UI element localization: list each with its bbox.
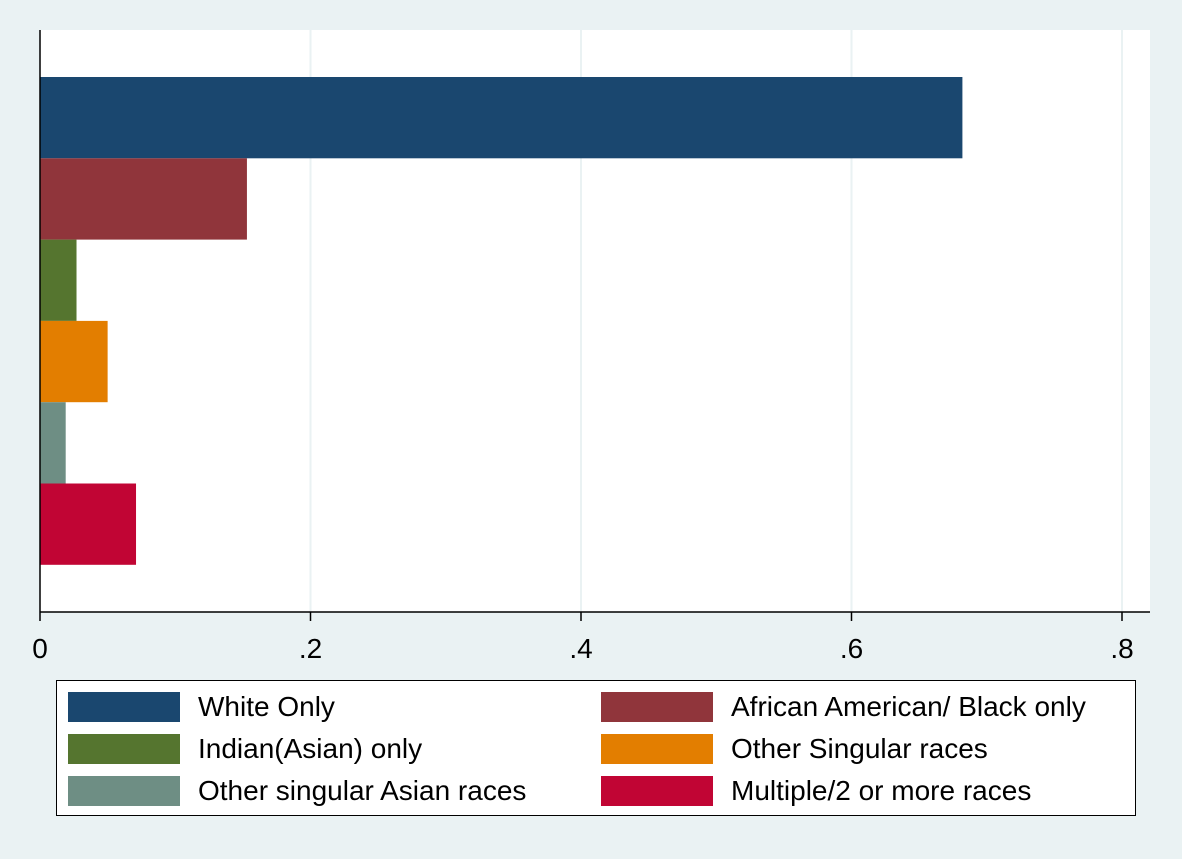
bar-4 [40,402,66,483]
bar-chart: 0 .2 .4 .6 .8 [0,0,1182,680]
legend-item-white-only: White Only [68,690,335,724]
bar-3 [40,321,108,402]
legend-item-other-singular: Other Singular races [601,732,988,766]
legend-item-indian-asian: Indian(Asian) only [68,732,422,766]
legend-label: Other Singular races [731,733,988,765]
x-tick-label: 0 [32,633,48,664]
bar-0 [40,77,962,158]
legend-swatch [68,734,180,764]
legend-item-multiple: Multiple/2 or more races [601,774,1031,808]
legend-label: African American/ Black only [731,691,1086,723]
legend-swatch [601,776,713,806]
bar-5 [40,484,136,565]
legend-swatch [68,692,180,722]
bar-2 [40,240,77,321]
x-tick-label: .6 [840,633,863,664]
x-tick-label: .4 [569,633,592,664]
legend-label: Other singular Asian races [198,775,526,807]
legend-label: Multiple/2 or more races [731,775,1031,807]
x-axis-ticks: 0 .2 .4 .6 .8 [32,612,1133,664]
x-tick-label: .8 [1110,633,1133,664]
legend: White Only African American/ Black only … [56,680,1136,816]
legend-item-other-asian: Other singular Asian races [68,774,526,808]
legend-item-african-american: African American/ Black only [601,690,1086,724]
x-tick-label: .2 [299,633,322,664]
bar-1 [40,158,247,239]
legend-label: White Only [198,691,335,723]
legend-swatch [601,692,713,722]
legend-swatch [68,776,180,806]
legend-label: Indian(Asian) only [198,733,422,765]
legend-swatch [601,734,713,764]
